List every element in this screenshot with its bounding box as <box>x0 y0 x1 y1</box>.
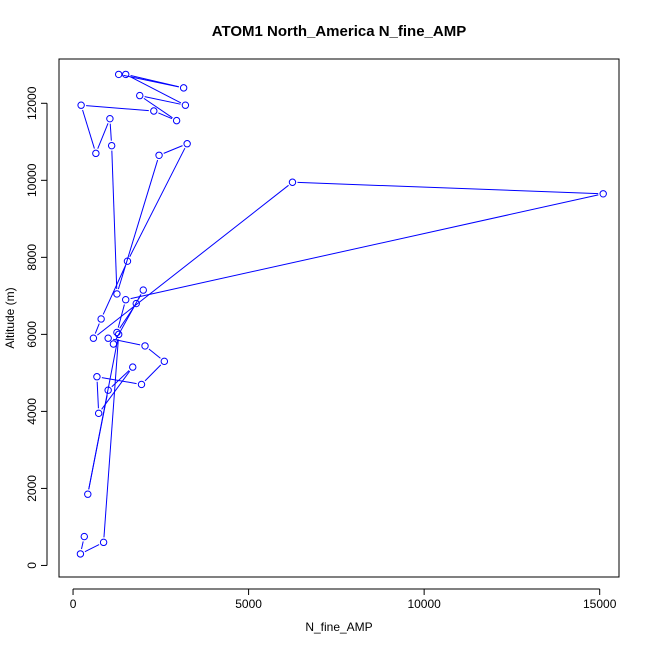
data-point <box>136 91 144 100</box>
data-point <box>93 373 101 381</box>
y-tick-label: 0 <box>25 562 39 569</box>
series-segment <box>130 194 599 300</box>
data-point <box>113 328 121 337</box>
series-segment <box>297 181 599 195</box>
chart-title: ATOM1 North_America N_fine_AMP <box>212 23 467 40</box>
data-point <box>94 409 103 418</box>
x-tick-label: 10000 <box>407 597 441 611</box>
data-point <box>137 380 146 389</box>
series-segment <box>130 75 179 88</box>
data-point <box>183 140 191 148</box>
data-point <box>97 315 105 323</box>
data-point <box>104 334 112 342</box>
x-tick-label: 5000 <box>235 597 262 611</box>
data-point <box>122 296 130 304</box>
data-point <box>84 490 92 498</box>
y-tick-label: 12000 <box>25 86 39 120</box>
y-tick-label: 2000 <box>25 475 39 502</box>
series-segment <box>82 109 95 149</box>
data-point <box>113 290 121 298</box>
data-point <box>122 70 130 79</box>
x-tick-label: 0 <box>70 597 77 611</box>
data-point <box>76 550 85 558</box>
data-point <box>92 149 100 158</box>
series-lines <box>81 74 599 553</box>
y-tick-label: 8000 <box>25 244 39 271</box>
data-point <box>129 363 137 371</box>
y-axis-label: Altitude (m) <box>3 287 17 348</box>
data-point <box>123 257 132 265</box>
data-point <box>89 334 98 342</box>
series-segment <box>109 123 112 141</box>
series-segment <box>163 145 183 154</box>
data-point <box>179 84 188 92</box>
data-point <box>155 151 163 159</box>
series-segment <box>97 123 109 149</box>
data-point <box>150 107 158 115</box>
series-segment <box>101 370 131 410</box>
data-point <box>99 538 108 547</box>
series-segment <box>84 544 100 553</box>
series-segment <box>81 541 84 550</box>
data-point <box>107 141 116 150</box>
y-tick-label: 10000 <box>25 163 39 197</box>
data-point <box>114 70 123 79</box>
data-point <box>141 342 149 350</box>
data-point <box>80 532 88 541</box>
data-point <box>139 286 147 294</box>
data-point <box>132 299 140 308</box>
series-points <box>76 70 607 558</box>
series-segment <box>117 159 159 290</box>
x-tick-label: 15000 <box>583 597 617 611</box>
data-point <box>160 357 169 366</box>
data-point <box>104 386 112 394</box>
data-point <box>181 101 190 109</box>
series-segment <box>148 348 161 359</box>
data-point <box>106 114 114 123</box>
series-segment <box>111 150 118 289</box>
data-point <box>172 116 181 125</box>
y-axis: 0 2000 4000 6000 8000 10000 12000 <box>25 86 48 569</box>
series-segment <box>101 377 137 385</box>
series-segment <box>88 339 119 490</box>
series-segment <box>102 265 126 315</box>
series-segment <box>117 304 125 328</box>
x-axis-label: N_fine_AMP <box>305 620 372 634</box>
data-point <box>288 178 297 186</box>
data-point <box>114 330 123 339</box>
series-segment <box>158 112 173 120</box>
series-segment <box>144 364 162 382</box>
series-segment <box>129 147 186 257</box>
data-point <box>109 340 118 348</box>
data-point <box>599 190 607 198</box>
series-segment <box>144 96 181 105</box>
plot-frame <box>58 58 620 578</box>
series-segment <box>97 184 289 336</box>
series-segment <box>86 105 149 112</box>
series-segment <box>129 76 182 104</box>
data-point <box>77 101 85 109</box>
series-segment <box>96 381 99 409</box>
x-axis: 0 5000 10000 15000 <box>70 588 617 611</box>
y-tick-label: 4000 <box>25 398 39 425</box>
series-segment <box>94 323 100 334</box>
y-tick-label: 6000 <box>25 321 39 348</box>
series-segment <box>103 339 119 538</box>
series-segment <box>143 97 173 119</box>
